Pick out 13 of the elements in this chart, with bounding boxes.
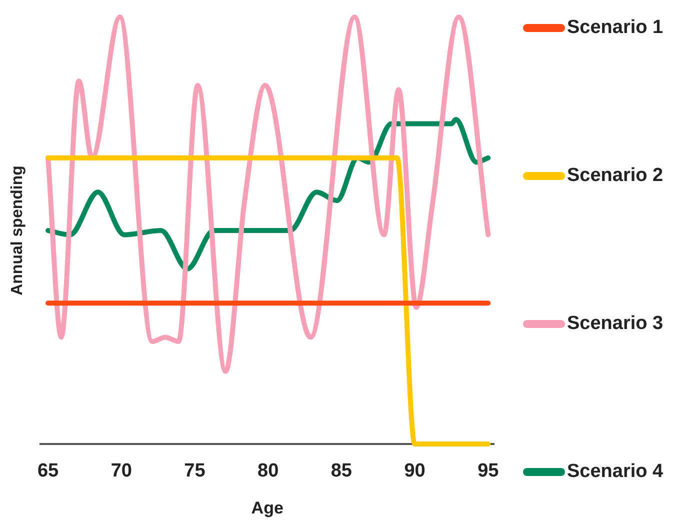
legend-label: Scenario 4 [567,461,664,483]
x-tick-label: 80 [258,460,279,482]
legend-label: Scenario 2 [567,165,664,187]
y-axis-title: Annual spending [9,166,26,296]
x-tick-label: 90 [404,460,426,482]
x-tick-label: 95 [478,460,500,482]
x-tick-label: 85 [330,460,352,482]
x-tick-label: 70 [110,460,132,482]
legend-label: Scenario 3 [567,313,664,335]
x-axis-title: Age [251,498,284,518]
x-tick-label: 65 [37,460,60,482]
legend-label: Scenario 1 [567,17,664,39]
x-tick-label: 75 [184,460,206,482]
